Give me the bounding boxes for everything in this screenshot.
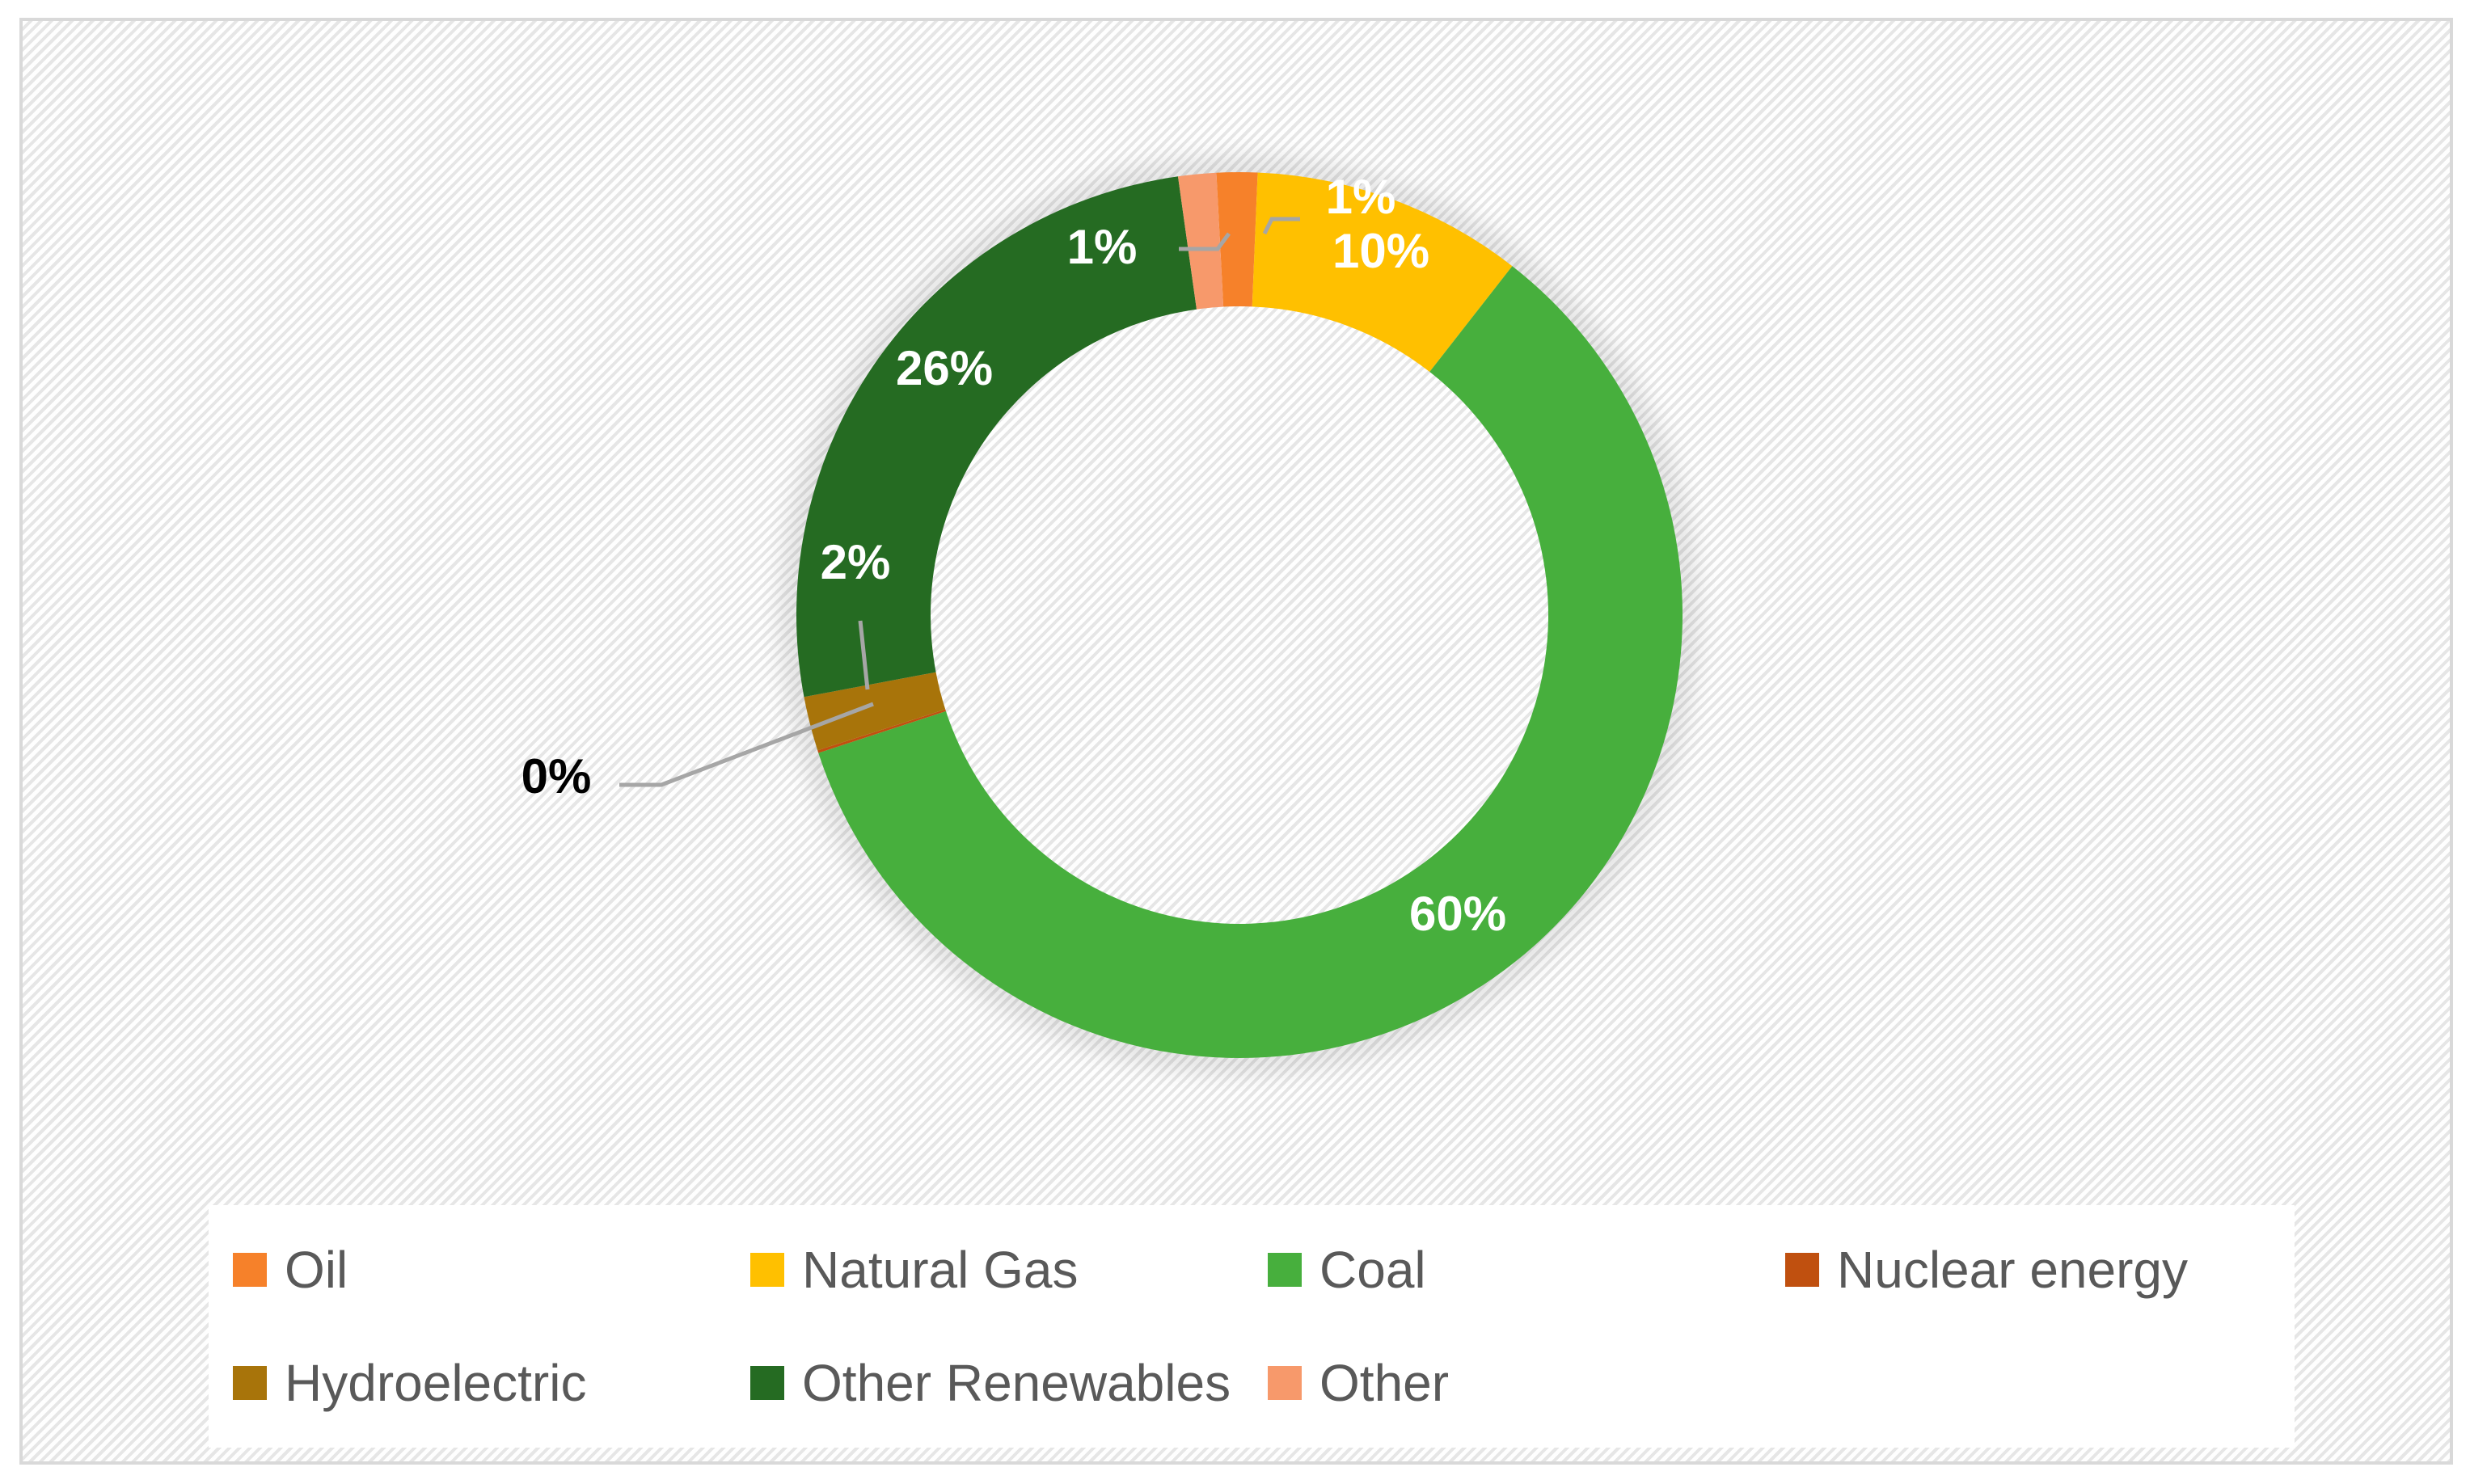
legend-swatch — [233, 1366, 267, 1400]
slice-coal — [818, 266, 1683, 1058]
doughnut-chart: 1%10%60%0%2%26%1% — [521, 156, 1699, 1074]
leader-line-other — [1179, 232, 1231, 251]
legend-label: Oil — [285, 1241, 348, 1299]
legend: Oil Natural Gas Coal Nuclear energy Hydroele… — [209, 1205, 2295, 1448]
legend-item-other: Other — [1243, 1326, 1761, 1440]
slice-hydroelectric — [804, 672, 946, 751]
slice-oil — [1216, 172, 1258, 307]
data-label-oil: 1% — [1326, 170, 1396, 224]
leader-line-oil — [1262, 217, 1300, 235]
legend-label: Coal — [1319, 1241, 1426, 1299]
slice-nuclear-energy — [817, 709, 946, 753]
legend-item-other-renewables: Other Renewables — [726, 1326, 1243, 1440]
data-label-coal: 60% — [1409, 887, 1506, 941]
legend-swatch — [1268, 1366, 1302, 1400]
data-label-hydroelectric: 2% — [821, 535, 891, 589]
legend-label: Other Renewables — [802, 1354, 1231, 1412]
leader-line-hydroelectric — [858, 620, 870, 690]
leader-lines-group — [619, 217, 1300, 787]
legend-item-oil: Oil — [209, 1213, 726, 1326]
data-labels-group: 1%10%60%0%2%26%1% — [521, 170, 1506, 941]
data-label-nuclear-energy: 0% — [521, 749, 592, 803]
legend-label: Hydroelectric — [285, 1354, 587, 1412]
legend-label: Other — [1319, 1354, 1450, 1412]
legend-swatch — [1268, 1253, 1302, 1287]
slice-natural-gas — [1252, 172, 1513, 373]
legend-label: Nuclear energy — [1837, 1241, 2188, 1299]
legend-swatch — [750, 1253, 784, 1287]
legend-swatch — [233, 1253, 267, 1287]
data-label-other: 1% — [1067, 220, 1138, 274]
legend-swatch — [750, 1366, 784, 1400]
data-label-other-renewables: 26% — [896, 341, 993, 395]
legend-swatch — [1785, 1253, 1819, 1287]
data-label-natural-gas: 10% — [1332, 224, 1429, 278]
legend-item-natural-gas: Natural Gas — [726, 1213, 1243, 1326]
legend-label: Natural Gas — [802, 1241, 1079, 1299]
slices-group — [796, 172, 1683, 1058]
slice-other — [1177, 172, 1224, 310]
slice-other-renewables — [796, 176, 1197, 698]
legend-item-coal: Coal — [1243, 1213, 1761, 1326]
chart-area: 1% 10% 60% 0% 2% 26% 1% Oil Natural Gas Coal Nucl… — [19, 18, 2453, 1465]
legend-item-hydroelectric: Hydroelectric — [209, 1326, 726, 1440]
leader-line-nuclear-energy — [619, 702, 874, 787]
legend-item-nuclear-energy: Nuclear energy — [1761, 1213, 2295, 1326]
